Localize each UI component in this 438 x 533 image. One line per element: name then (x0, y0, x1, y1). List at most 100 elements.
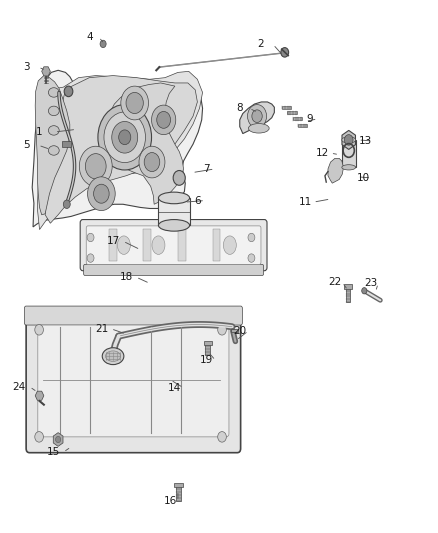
Text: 13: 13 (359, 136, 372, 146)
Polygon shape (35, 391, 44, 400)
Circle shape (100, 40, 106, 47)
Text: 20: 20 (233, 326, 246, 336)
Ellipse shape (106, 351, 120, 361)
Bar (204, 341, 212, 344)
Text: 14: 14 (168, 383, 181, 393)
FancyBboxPatch shape (38, 325, 229, 437)
Bar (205, 343, 210, 355)
Ellipse shape (49, 106, 59, 116)
Circle shape (88, 177, 115, 211)
Circle shape (248, 254, 255, 262)
Bar (176, 486, 181, 501)
Bar (342, 140, 356, 167)
Circle shape (87, 254, 94, 262)
Circle shape (248, 233, 255, 241)
Circle shape (139, 146, 165, 178)
Polygon shape (42, 67, 50, 76)
Circle shape (126, 92, 143, 114)
Circle shape (152, 105, 176, 135)
Text: 24: 24 (13, 382, 26, 392)
FancyBboxPatch shape (86, 226, 261, 264)
Bar (62, 141, 71, 147)
Circle shape (85, 154, 106, 179)
Text: 9: 9 (307, 114, 313, 124)
Circle shape (218, 432, 226, 442)
Polygon shape (328, 158, 343, 183)
Text: 6: 6 (194, 196, 201, 206)
Text: 12: 12 (316, 148, 329, 158)
Text: 22: 22 (328, 277, 342, 287)
Ellipse shape (248, 124, 269, 133)
Circle shape (87, 233, 94, 241)
Circle shape (281, 47, 289, 57)
Circle shape (64, 200, 70, 208)
FancyBboxPatch shape (25, 306, 242, 325)
Bar (293, 117, 302, 120)
Text: 18: 18 (120, 272, 133, 282)
Polygon shape (106, 83, 184, 204)
Circle shape (119, 130, 131, 144)
Bar (174, 483, 183, 487)
Ellipse shape (159, 220, 190, 231)
Bar (231, 329, 238, 333)
Bar (178, 229, 186, 261)
FancyBboxPatch shape (26, 307, 240, 453)
Circle shape (79, 146, 112, 187)
Ellipse shape (342, 165, 356, 170)
Ellipse shape (152, 236, 165, 254)
Bar (109, 229, 117, 261)
Bar (143, 229, 151, 261)
Circle shape (252, 110, 262, 123)
Ellipse shape (342, 137, 356, 143)
Polygon shape (35, 76, 70, 215)
Ellipse shape (159, 192, 190, 204)
Text: 8: 8 (237, 103, 243, 114)
Polygon shape (342, 131, 356, 149)
Ellipse shape (49, 146, 59, 155)
FancyBboxPatch shape (84, 264, 264, 276)
Text: 10: 10 (357, 173, 371, 183)
Circle shape (362, 288, 367, 294)
Circle shape (35, 432, 43, 442)
Circle shape (104, 112, 145, 163)
Circle shape (35, 325, 43, 335)
Text: 1: 1 (36, 127, 43, 137)
Ellipse shape (49, 88, 59, 97)
Text: 17: 17 (106, 236, 120, 246)
Text: 4: 4 (86, 32, 92, 42)
Circle shape (173, 171, 185, 185)
Polygon shape (32, 70, 202, 227)
Text: 15: 15 (47, 447, 60, 457)
Bar (212, 229, 220, 261)
Text: 11: 11 (299, 197, 312, 207)
Circle shape (144, 152, 160, 172)
Bar (346, 288, 350, 302)
Text: 21: 21 (95, 324, 108, 334)
Text: 23: 23 (364, 278, 378, 288)
Circle shape (157, 111, 170, 128)
Text: 16: 16 (164, 496, 177, 506)
Ellipse shape (117, 236, 131, 254)
Circle shape (121, 86, 148, 120)
Circle shape (98, 104, 152, 170)
Text: 2: 2 (257, 39, 263, 50)
Polygon shape (37, 71, 202, 230)
Circle shape (56, 437, 61, 443)
Bar (287, 111, 297, 114)
Circle shape (64, 86, 73, 96)
Circle shape (94, 184, 109, 203)
Polygon shape (53, 433, 63, 446)
Text: 7: 7 (203, 164, 209, 174)
Ellipse shape (223, 236, 236, 254)
Text: 3: 3 (23, 62, 30, 72)
Circle shape (344, 135, 353, 145)
Polygon shape (240, 102, 274, 134)
Ellipse shape (49, 126, 59, 135)
Bar (159, 198, 190, 225)
Bar (344, 285, 352, 289)
Text: 5: 5 (23, 140, 30, 150)
Polygon shape (45, 76, 198, 223)
Circle shape (247, 104, 267, 128)
FancyBboxPatch shape (80, 220, 267, 271)
Bar (282, 106, 291, 109)
